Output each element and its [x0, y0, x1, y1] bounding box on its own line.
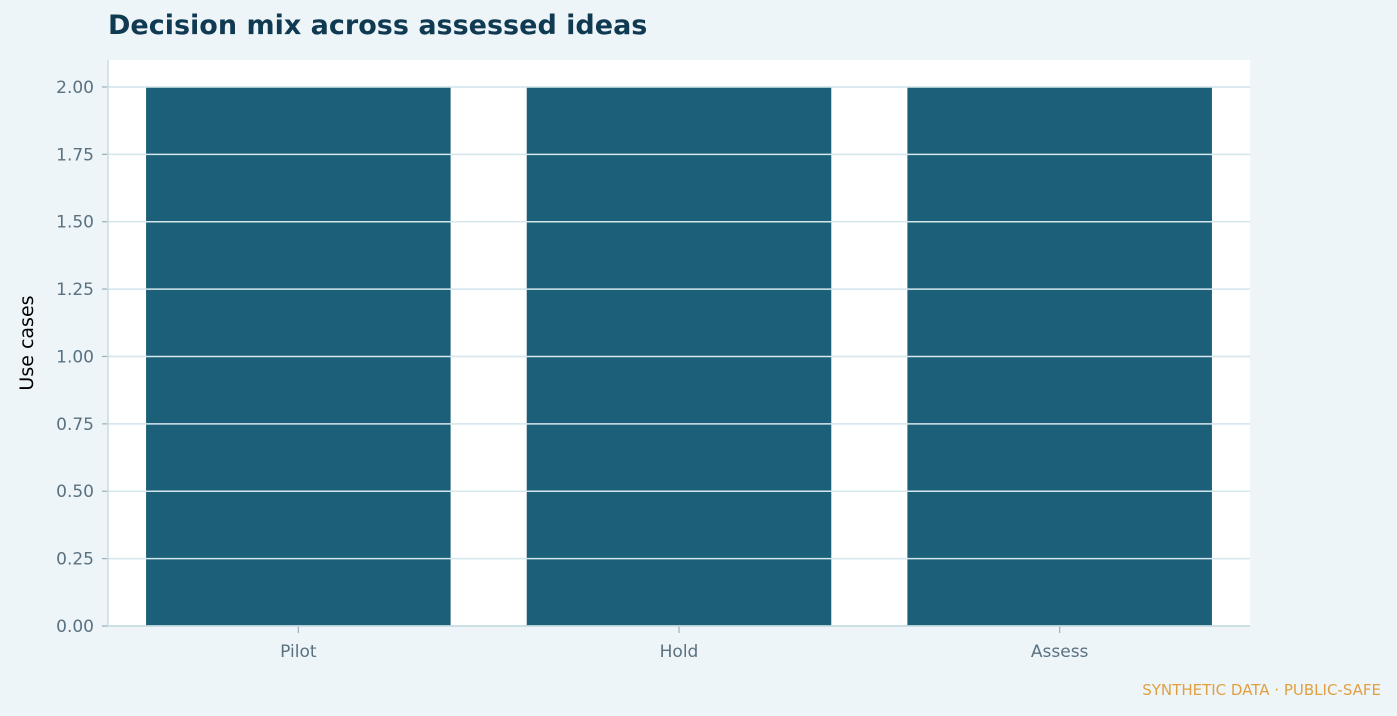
y-tick-label: 0.50 [56, 482, 94, 502]
x-tick-label: Pilot [280, 642, 317, 662]
y-axis-label: Use cases [16, 295, 38, 390]
y-tick-label: 0.00 [56, 617, 94, 637]
axes [102, 60, 1250, 633]
y-tick-label: 1.50 [56, 213, 94, 233]
chart-title: Decision mix across assessed ideas [108, 10, 648, 41]
y-tick-label: 2.00 [56, 78, 94, 98]
y-tick-label: 1.75 [56, 145, 94, 165]
y-tick-label: 0.25 [56, 550, 94, 570]
footer-note: SYNTHETIC DATA · PUBLIC-SAFE [1142, 681, 1381, 699]
y-tick-label: 0.75 [56, 415, 94, 435]
y-tick-label: 1.25 [56, 280, 94, 300]
x-tick-labels: Pilot Hold Assess [280, 642, 1088, 662]
x-tick-label: Hold [660, 642, 699, 662]
x-tick-label: Assess [1031, 642, 1089, 662]
y-tick-labels: 0.00 0.25 0.50 0.75 1.00 1.25 1.50 1.75 2.00 [56, 78, 94, 637]
y-tick-label: 1.00 [56, 347, 94, 367]
